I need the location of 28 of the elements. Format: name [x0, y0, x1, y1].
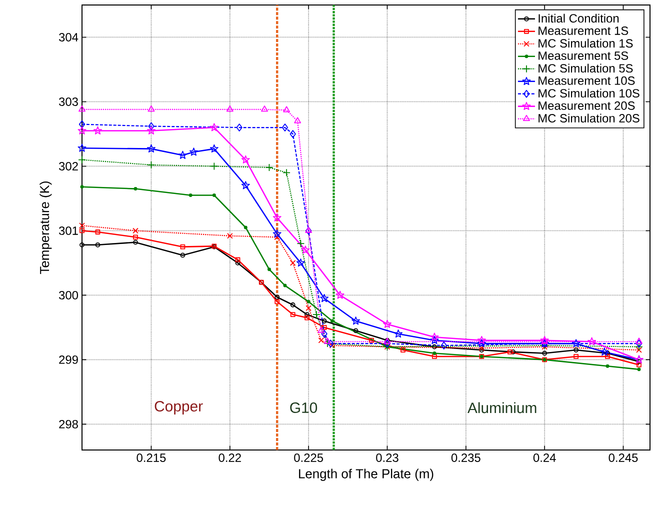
x-tick-label: 0.215 — [136, 454, 166, 462]
legend-label: Initial Condition — [538, 14, 619, 23]
legend-label: MC Simulation 10S — [538, 88, 640, 98]
x-tick-label: 0.22 — [218, 454, 241, 462]
legend-label: Measurement 1S — [538, 26, 628, 35]
y-tick-label: 302 — [58, 162, 78, 170]
legend-label: Measurement 5S — [538, 51, 628, 60]
annotation: Copper — [154, 400, 203, 414]
annotation: G10 — [290, 402, 318, 413]
legend-label: MC Simulation 20S — [538, 114, 640, 123]
y-tick-label: 303 — [58, 98, 78, 106]
y-axis-title: Temperature (K) — [40, 182, 52, 274]
x-tick-label: 0.235 — [451, 454, 480, 462]
legend-label: MC Simulation 1S — [538, 38, 633, 48]
x-tick-label: 0.245 — [608, 454, 638, 462]
x-axis-title: Length of The Plate (m) — [299, 468, 434, 481]
x-tick-label: 0.23 — [376, 454, 398, 462]
y-tick-label: 300 — [58, 290, 78, 300]
annotation: Aluminium — [467, 402, 536, 414]
y-tick-label: 298 — [59, 420, 78, 428]
y-tick-label: 299 — [59, 355, 78, 364]
legend-label: MC Simulation 5S — [538, 64, 633, 73]
legend-label: Measurement 20S — [538, 101, 635, 110]
legend-label: Measurement 10S — [538, 76, 635, 85]
x-tick-label: 0.24 — [533, 454, 556, 462]
y-tick-label: 304 — [58, 33, 78, 42]
x-tick-label: 0.225 — [294, 454, 324, 462]
y-tick-label: 301 — [58, 226, 78, 235]
